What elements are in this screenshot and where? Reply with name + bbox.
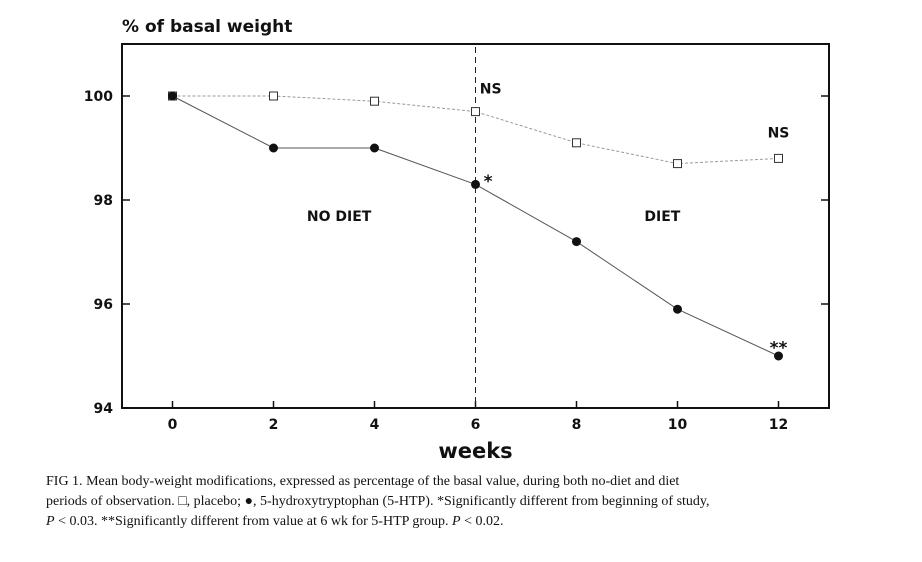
caption-text-3b: < 0.02. (460, 514, 504, 529)
caption-p-symbol-2: P (452, 514, 461, 529)
caption-line-2: periods of observation. □, placebo; ●, 5… (46, 494, 710, 509)
5htp-point (269, 143, 278, 153)
caption-line-1: FIG 1. Mean body-weight modifications, e… (46, 472, 886, 492)
region-label: DIET (644, 209, 680, 225)
weight-chart: % of basal weight 94 96 98 100 0 2 4 6 8 10 12 NO… (84, 17, 830, 463)
5htp-point (572, 237, 581, 247)
5htp-point (370, 143, 379, 153)
5htp-point (168, 91, 177, 101)
x-tick-label: 6 (471, 417, 481, 433)
caption-fig-label: FIG 1. (46, 474, 83, 489)
caption-text-1: Mean body-weight modifications, expresse… (86, 474, 680, 489)
placebo-point (269, 91, 278, 101)
region-label: NO DIET (307, 209, 372, 225)
placebo-point (370, 96, 379, 106)
significance-mark: ** (770, 339, 788, 359)
5htp-point (471, 179, 480, 189)
placebo-point (471, 107, 480, 117)
significance-mark: * (484, 172, 493, 192)
5htp-point (774, 351, 783, 361)
5htp-point (673, 304, 682, 314)
y-tick-label: 96 (94, 297, 113, 313)
y-tick-label: 98 (94, 193, 113, 209)
figure-caption: FIG 1. Mean body-weight modifications, e… (46, 472, 886, 532)
series-layer (168, 91, 783, 361)
caption-p-symbol: P (46, 514, 55, 529)
x-tick-label: 0 (168, 417, 178, 433)
x-ticks: 0 2 4 6 8 10 12 (168, 401, 788, 433)
x-tick-label: 10 (668, 417, 688, 433)
caption-text-3a: < 0.03. **Significantly different from v… (54, 514, 453, 529)
y-tick-label: 94 (94, 401, 114, 417)
y-axis-label: % of basal weight (122, 17, 292, 37)
x-tick-label: 4 (370, 417, 380, 433)
y-tick-label: 100 (84, 89, 113, 105)
x-tick-label: 12 (769, 417, 788, 433)
x-axis-label: weeks (438, 439, 512, 463)
placebo-point (572, 138, 581, 148)
placebo-point (673, 159, 682, 169)
x-tick-label: 2 (269, 417, 279, 433)
ns-label: NS (480, 81, 502, 97)
caption-line-3: P < 0.03. **Significantly different from… (46, 512, 886, 532)
y-ticks: 94 96 98 100 (84, 89, 829, 417)
x-tick-label: 8 (572, 417, 582, 433)
placebo-point (774, 153, 783, 163)
ns-label: NS (768, 126, 790, 142)
